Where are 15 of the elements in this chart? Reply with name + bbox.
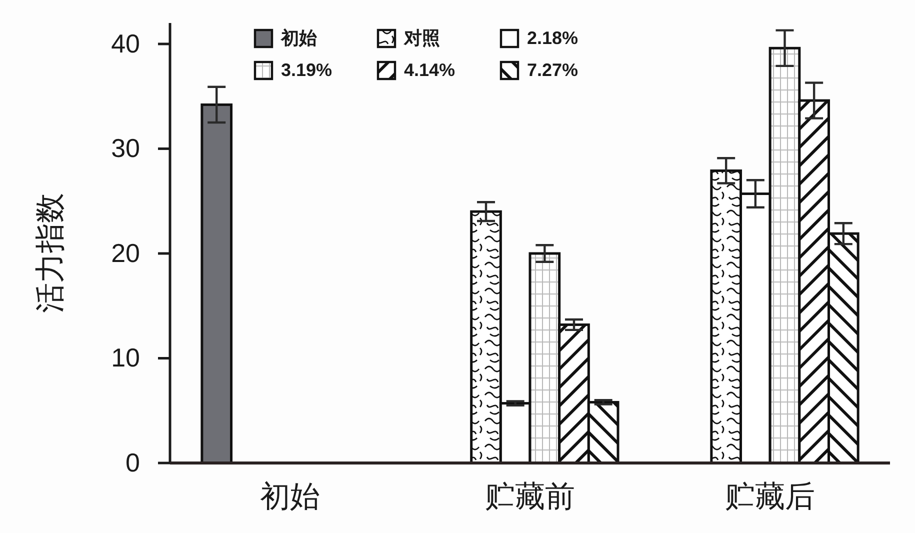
y-tick-label: 40: [111, 28, 140, 58]
legend-label: 对照: [403, 28, 440, 48]
y-tick-label: 10: [111, 342, 140, 373]
y-axis-title: 活力指数: [34, 193, 67, 313]
y-tick-label: 0: [126, 447, 140, 478]
y-tick-label: 20: [111, 238, 140, 268]
legend-label: 初始: [280, 28, 318, 48]
legend-label: 7.27%: [527, 60, 578, 80]
y-tick-label: 30: [111, 133, 140, 164]
legend-label: 3.19%: [281, 60, 332, 80]
x-tick-label: 初始: [260, 480, 320, 514]
x-tick-label: 贮藏后: [725, 480, 816, 514]
x-tick-label: 贮藏前: [485, 480, 575, 514]
legend-label: 4.14%: [404, 60, 456, 80]
legend-label: 2.18%: [527, 28, 578, 48]
